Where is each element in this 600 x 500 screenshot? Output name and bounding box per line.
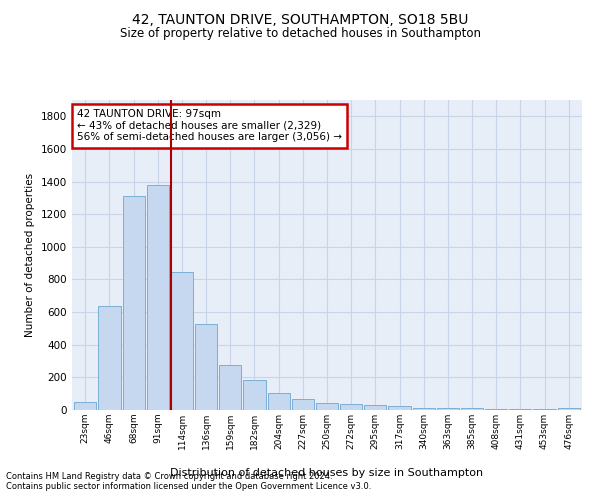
Text: Contains public sector information licensed under the Open Government Licence v3: Contains public sector information licen…: [6, 482, 371, 491]
Text: 42 TAUNTON DRIVE: 97sqm
← 43% of detached houses are smaller (2,329)
56% of semi: 42 TAUNTON DRIVE: 97sqm ← 43% of detache…: [77, 110, 342, 142]
Bar: [557, 408, 580, 410]
Bar: [268, 393, 290, 410]
Bar: [485, 409, 508, 410]
Text: Size of property relative to detached houses in Southampton: Size of property relative to detached ho…: [119, 28, 481, 40]
Y-axis label: Number of detached properties: Number of detached properties: [25, 173, 35, 337]
Text: 42, TAUNTON DRIVE, SOUTHAMPTON, SO18 5BU: 42, TAUNTON DRIVE, SOUTHAMPTON, SO18 5BU: [132, 12, 468, 26]
Bar: [244, 380, 266, 410]
Bar: [509, 409, 532, 410]
Text: Distribution of detached houses by size in Southampton: Distribution of detached houses by size …: [170, 468, 484, 477]
Bar: [364, 405, 386, 410]
Bar: [316, 404, 338, 410]
Bar: [413, 408, 435, 410]
Bar: [146, 185, 169, 410]
Bar: [122, 196, 145, 410]
Bar: [461, 408, 483, 410]
Bar: [171, 272, 193, 410]
Bar: [98, 306, 121, 410]
Bar: [74, 402, 97, 410]
Bar: [292, 400, 314, 410]
Bar: [437, 408, 459, 410]
Bar: [195, 324, 217, 410]
Bar: [340, 404, 362, 410]
Bar: [533, 409, 556, 410]
Text: Contains HM Land Registry data © Crown copyright and database right 2024.: Contains HM Land Registry data © Crown c…: [6, 472, 332, 481]
Bar: [388, 406, 410, 410]
Bar: [219, 365, 241, 410]
